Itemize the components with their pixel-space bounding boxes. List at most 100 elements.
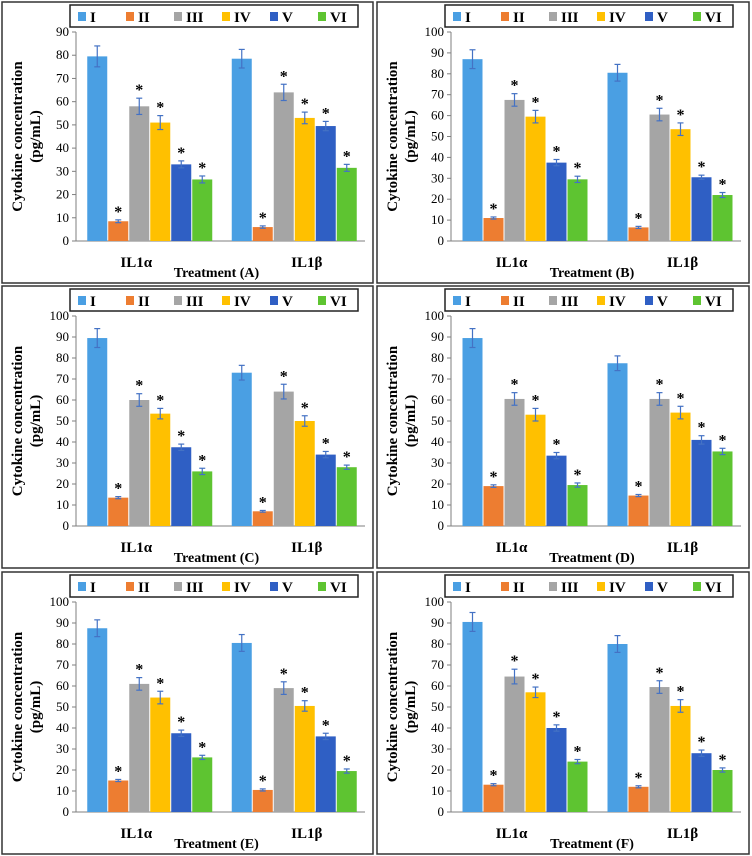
legend-swatch — [174, 582, 182, 591]
significance-star: * — [490, 469, 498, 486]
y-tick-label: 80 — [431, 636, 444, 651]
y-axis-title: Cytokine concentration (pg/mL) — [10, 631, 44, 782]
y-axis-title-line: (pg/mL) — [28, 395, 44, 448]
bar — [273, 92, 294, 241]
y-tick-label: 60 — [431, 678, 444, 693]
bar — [567, 761, 588, 812]
legend-swatch — [645, 582, 653, 591]
y-axis-title-line: Cytokine concentration — [10, 631, 26, 782]
legend-box — [444, 4, 734, 28]
y-tick-label: 10 — [56, 210, 69, 225]
bar — [525, 692, 546, 812]
y-tick-label: 50 — [56, 413, 69, 428]
bar — [129, 683, 150, 812]
bar — [252, 511, 273, 526]
legend-swatch — [597, 582, 605, 591]
legend-label: II — [513, 10, 525, 26]
significance-star: * — [343, 148, 351, 165]
bar — [462, 59, 483, 241]
bar — [315, 454, 336, 526]
y-tick-label: 40 — [431, 434, 444, 449]
y-tick-label: 60 — [56, 392, 69, 407]
x-category-label: IL1β — [291, 255, 322, 271]
legend-label: I — [90, 294, 96, 310]
y-tick-label: 10 — [56, 783, 69, 798]
y-tick-label: 0 — [63, 233, 70, 248]
bar — [231, 372, 252, 526]
significance-star: * — [677, 390, 685, 407]
y-tick-label: 20 — [56, 187, 69, 202]
bar — [628, 786, 649, 812]
legend-swatch — [222, 296, 230, 305]
legend-label: II — [513, 580, 525, 596]
legend-label: II — [138, 580, 150, 596]
legend-box — [444, 288, 734, 312]
y-tick-label: 50 — [431, 413, 444, 428]
legend-label: III — [561, 580, 579, 596]
significance-star: * — [322, 105, 330, 122]
bar — [567, 485, 588, 526]
legend-swatch — [78, 296, 86, 305]
legend-label: I — [465, 294, 471, 310]
y-tick-label: 50 — [431, 699, 444, 714]
x-category-label: IL1β — [291, 540, 322, 556]
y-tick-label: 80 — [56, 47, 69, 62]
y-tick-label: 50 — [431, 129, 444, 144]
bar — [607, 72, 628, 241]
significance-star: * — [511, 653, 519, 670]
y-tick-label: 80 — [431, 350, 444, 365]
y-tick-label: 30 — [431, 170, 444, 185]
significance-star: * — [322, 435, 330, 452]
x-category-label: IL1α — [496, 255, 528, 271]
legend-swatch — [126, 582, 134, 591]
y-tick-label: 80 — [431, 66, 444, 81]
significance-star: * — [490, 768, 498, 785]
bar — [670, 129, 691, 241]
bar — [567, 179, 588, 241]
significance-star: * — [301, 400, 309, 417]
legend-swatch — [318, 582, 326, 591]
y-tick-label: 70 — [431, 657, 444, 672]
y-tick-label: 40 — [56, 434, 69, 449]
significance-star: * — [574, 467, 582, 484]
x-category-label: IL1α — [120, 255, 152, 271]
legend-label: I — [90, 580, 96, 596]
y-axis-title-line: (pg/mL) — [403, 395, 419, 448]
legend-swatch — [318, 12, 326, 21]
legend-swatch — [174, 12, 182, 21]
legend-label: IV — [609, 580, 626, 596]
y-tick-label: 0 — [438, 233, 445, 248]
legend-label: V — [657, 580, 668, 596]
legend-label: VI — [705, 580, 722, 596]
bar — [129, 400, 150, 526]
bar — [108, 780, 129, 812]
legend-box — [444, 574, 734, 598]
legend-swatch — [270, 12, 278, 21]
y-tick-label: 90 — [431, 329, 444, 344]
legend-swatch — [501, 296, 509, 305]
bar — [462, 621, 483, 812]
x-axis-title: Treatment (C) — [174, 551, 260, 566]
y-tick-label: 70 — [56, 70, 69, 85]
significance-star: * — [511, 78, 519, 95]
significance-star: * — [198, 739, 206, 756]
legend-label: III — [561, 294, 579, 310]
bar — [129, 106, 150, 241]
bar — [649, 687, 670, 812]
bar — [628, 495, 649, 526]
significance-star: * — [553, 437, 561, 454]
legend-swatch — [693, 296, 701, 305]
bar — [691, 439, 712, 526]
significance-star: * — [259, 210, 267, 227]
legend-label: IV — [234, 10, 251, 26]
bar — [712, 195, 733, 241]
bar — [273, 391, 294, 526]
y-tick-label: 100 — [425, 594, 445, 609]
legend-label: II — [513, 294, 525, 310]
bar — [691, 177, 712, 241]
bar — [231, 58, 252, 242]
significance-star: * — [156, 392, 164, 409]
bar — [150, 697, 171, 812]
